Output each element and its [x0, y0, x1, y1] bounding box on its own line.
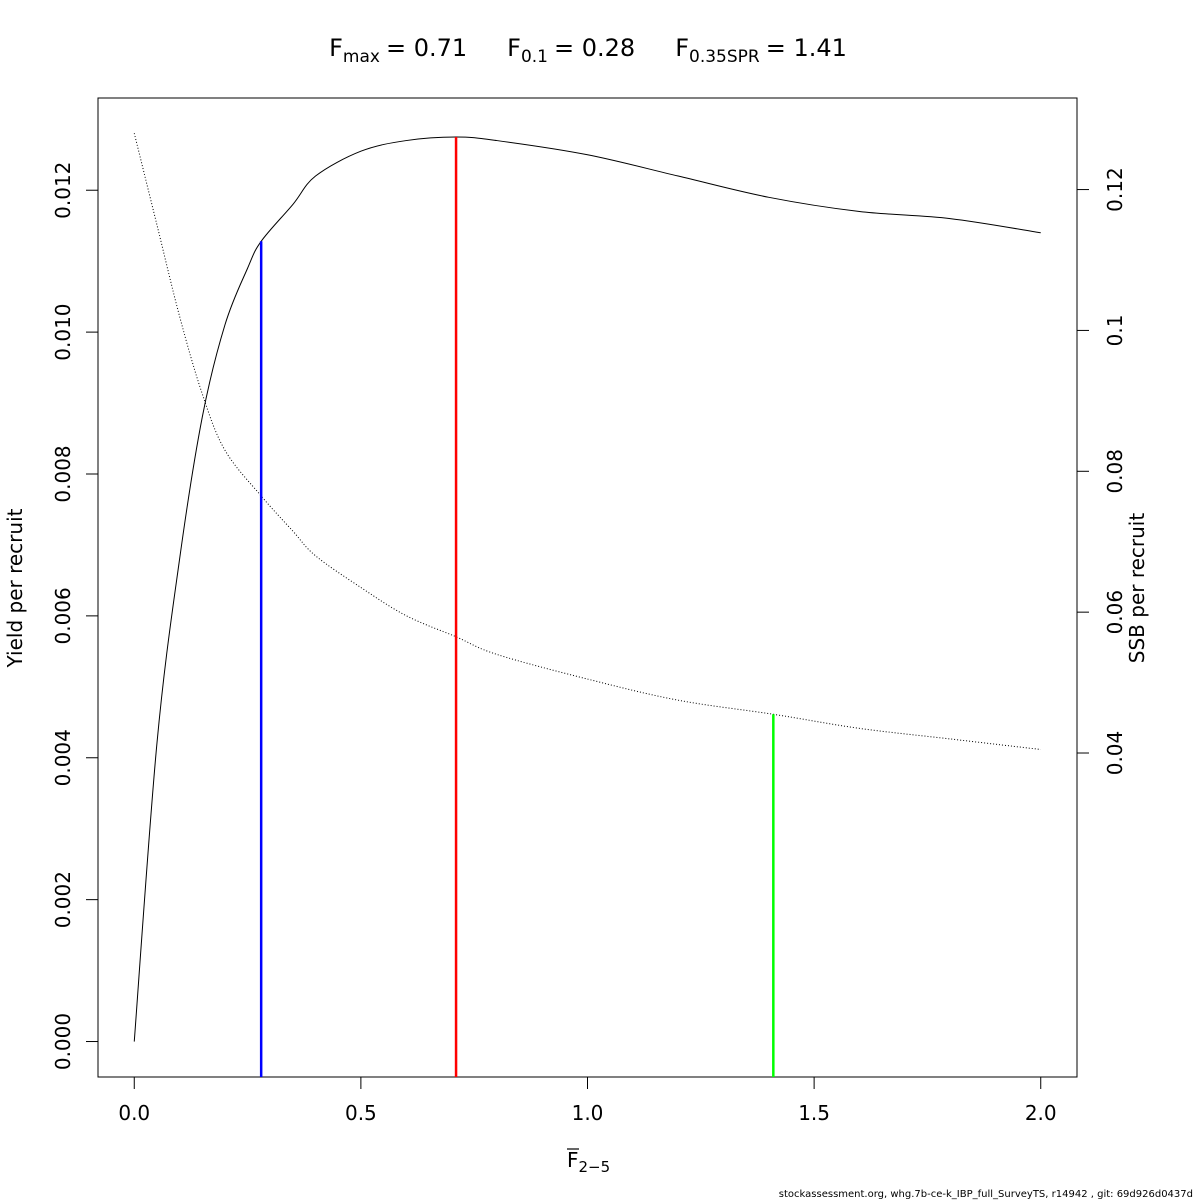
chart-title: Fmax = 0.71 F0.1 = 0.28 F0.35SPR = 1.41 — [329, 34, 847, 67]
plot-frame — [97, 97, 1078, 1078]
yield-per-recruit-line — [133, 136, 1041, 1042]
reference-lines-layer — [259, 137, 775, 1077]
x-tick-label: 0.0 — [118, 1101, 150, 1125]
title-fmax-value: = 0.71 — [386, 34, 467, 62]
y2-tick-label: 0.1 — [1103, 315, 1127, 347]
title-f01-base: F — [507, 34, 521, 62]
x-tick-label: 2.0 — [1025, 1101, 1057, 1125]
title-fspr-sub: 0.35SPR — [689, 47, 760, 67]
y-tick-label: 0.000 — [51, 1013, 75, 1070]
series-layer — [133, 133, 1041, 1042]
title-fspr-value: = 1.41 — [766, 34, 847, 62]
y2-tick-label: 0.06 — [1103, 590, 1127, 635]
x-axis-label: F2−5 — [567, 1148, 610, 1176]
y2-tick-label: 0.04 — [1103, 731, 1127, 776]
title-f01-sub: 0.1 — [521, 47, 548, 67]
ssb-per-recruit-line — [133, 133, 1041, 750]
x-tick-label: 1.5 — [798, 1101, 830, 1125]
title-fmax-sub: max — [343, 47, 380, 67]
x-tick-label: 0.5 — [345, 1101, 377, 1125]
x-tick-label: 1.0 — [572, 1101, 604, 1125]
title-fmax-base: F — [329, 34, 343, 62]
axes-layer: 0.0 0.5 1.0 1.5 2.0 0.000 0.002 0.004 0.006 0.008… — [51, 162, 1127, 1125]
title-f01-value: = 0.28 — [554, 34, 635, 62]
y-tick-label: 0.006 — [51, 587, 75, 644]
y2-tick-label: 0.12 — [1103, 167, 1127, 212]
footer-note: stockassessment.org, whg.7b-ce-k_IBP_ful… — [779, 1189, 1193, 1200]
y-tick-label: 0.004 — [51, 729, 75, 786]
y-tick-label: 0.002 — [51, 871, 75, 928]
x-axis-label-base: F — [567, 1148, 579, 1172]
svg-text:F2−5: F2−5 — [567, 1148, 610, 1176]
y-tick-label: 0.012 — [51, 162, 75, 219]
y2-axis-label: SSB per recruit — [1125, 513, 1149, 664]
y-axis-label: Yield per recruit — [3, 508, 27, 668]
y2-tick-label: 0.08 — [1103, 449, 1127, 494]
y-tick-label: 0.010 — [51, 303, 75, 360]
title-fspr-base: F — [675, 34, 689, 62]
x-axis-label-sub: 2−5 — [579, 1158, 611, 1176]
y-tick-label: 0.008 — [51, 445, 75, 502]
